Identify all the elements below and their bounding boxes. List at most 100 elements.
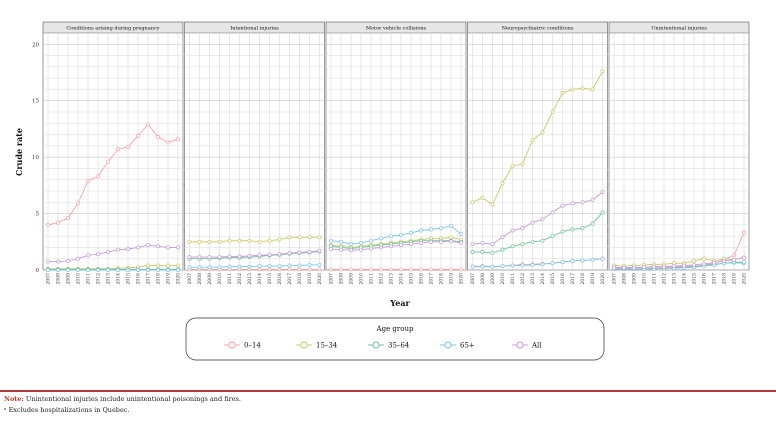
data-point bbox=[389, 234, 393, 239]
data-point bbox=[187, 239, 192, 244]
x-tick-label: 2019 bbox=[590, 273, 596, 285]
data-point bbox=[136, 268, 140, 272]
y-tick-label: 20 bbox=[32, 42, 39, 48]
data-point bbox=[500, 235, 505, 240]
x-tick-label: 2020 bbox=[459, 273, 465, 285]
data-point bbox=[459, 231, 463, 236]
data-point bbox=[429, 267, 433, 272]
y-tick-label: 15 bbox=[32, 99, 39, 105]
data-point bbox=[257, 253, 262, 258]
data-point bbox=[389, 244, 393, 249]
data-point bbox=[76, 256, 80, 261]
data-point bbox=[379, 236, 383, 241]
data-point bbox=[56, 268, 60, 272]
legend-entry-label: 15–34 bbox=[316, 342, 338, 350]
x-tick-label: 2014 bbox=[116, 273, 122, 285]
panel-3: Neuropsychiatric conditions 2007 2008 2009 2… bbox=[467, 21, 608, 285]
data-point bbox=[580, 258, 585, 263]
data-point bbox=[197, 255, 202, 259]
data-point bbox=[126, 145, 130, 149]
legend-key-marker bbox=[372, 341, 380, 349]
legend-box bbox=[185, 317, 605, 361]
data-point bbox=[237, 264, 242, 269]
data-point bbox=[187, 265, 192, 270]
x-tick-label: 2011 bbox=[369, 273, 375, 285]
data-point bbox=[166, 245, 170, 250]
x-tick-label: 2017 bbox=[146, 273, 152, 285]
legend-entry-label: 35–64 bbox=[388, 342, 410, 350]
y-tick-label: 5 bbox=[36, 212, 40, 218]
data-point bbox=[317, 248, 322, 253]
data-point bbox=[470, 242, 475, 246]
data-point bbox=[480, 249, 485, 254]
data-point bbox=[490, 202, 495, 207]
data-point bbox=[540, 217, 545, 222]
panel-plot-area bbox=[467, 32, 608, 271]
x-tick-label: 2018 bbox=[580, 273, 586, 285]
x-tick-label: 2008 bbox=[339, 273, 345, 285]
x-tick-label: 2011 bbox=[510, 273, 516, 285]
data-point bbox=[500, 264, 505, 268]
data-point bbox=[540, 130, 545, 135]
data-point bbox=[166, 140, 170, 145]
data-point bbox=[56, 220, 60, 225]
data-point bbox=[237, 238, 242, 243]
x-tick-label: 2010 bbox=[642, 273, 648, 285]
data-point bbox=[359, 247, 363, 252]
x-tick-label: 2018 bbox=[297, 273, 303, 285]
data-point bbox=[520, 161, 525, 166]
data-point bbox=[277, 237, 282, 242]
panel-1: Intentional injuries 2007 2008 2009 2010 2011… bbox=[184, 21, 325, 285]
data-point bbox=[459, 240, 463, 245]
data-point bbox=[409, 230, 413, 235]
data-point bbox=[449, 267, 453, 272]
x-tick-label: 2016 bbox=[560, 273, 566, 285]
y-axis-label: Crude rate bbox=[14, 128, 24, 176]
x-tick-label: 2016 bbox=[136, 273, 142, 285]
data-point bbox=[672, 264, 676, 268]
data-point bbox=[662, 264, 666, 269]
x-tick-label: 2010 bbox=[359, 273, 365, 285]
data-point bbox=[156, 268, 160, 272]
data-point bbox=[470, 200, 475, 205]
panel-4: Unintentional injuries 2007 2008 2009 2010 20… bbox=[608, 21, 750, 285]
data-point bbox=[600, 69, 605, 74]
data-point bbox=[612, 265, 616, 270]
data-point bbox=[329, 247, 333, 252]
data-point bbox=[329, 238, 333, 243]
data-point bbox=[692, 259, 696, 263]
data-point bbox=[632, 265, 636, 270]
data-point bbox=[560, 90, 565, 95]
data-point bbox=[490, 264, 495, 269]
x-tick-label: 2013 bbox=[672, 273, 678, 285]
data-point bbox=[86, 268, 90, 272]
data-point bbox=[510, 228, 515, 233]
x-tick-label: 2009 bbox=[207, 273, 213, 285]
data-point bbox=[106, 249, 110, 254]
data-point bbox=[732, 257, 736, 262]
data-point bbox=[550, 110, 555, 114]
data-point bbox=[146, 243, 150, 248]
x-axis-label: Year bbox=[389, 298, 410, 308]
data-point bbox=[126, 268, 130, 272]
x-tick-label: 2017 bbox=[570, 273, 576, 285]
data-point bbox=[86, 253, 90, 258]
data-point bbox=[307, 235, 312, 240]
data-point bbox=[166, 263, 170, 268]
x-tick-label: 2016 bbox=[277, 273, 283, 285]
data-point bbox=[257, 267, 262, 272]
data-point bbox=[399, 243, 403, 248]
note-text: Note: Unintentional injuries include uni… bbox=[4, 395, 241, 403]
data-point bbox=[600, 210, 605, 215]
data-point bbox=[590, 221, 595, 226]
data-point bbox=[399, 267, 403, 272]
x-tick-label: 2009 bbox=[349, 273, 355, 285]
legend-entry-label: All bbox=[531, 342, 542, 350]
x-tick-label: 2016 bbox=[702, 273, 708, 285]
data-point bbox=[560, 229, 565, 234]
data-point bbox=[570, 201, 575, 206]
data-point bbox=[682, 263, 686, 268]
data-point bbox=[439, 239, 443, 244]
x-tick-label: 2014 bbox=[540, 273, 546, 285]
